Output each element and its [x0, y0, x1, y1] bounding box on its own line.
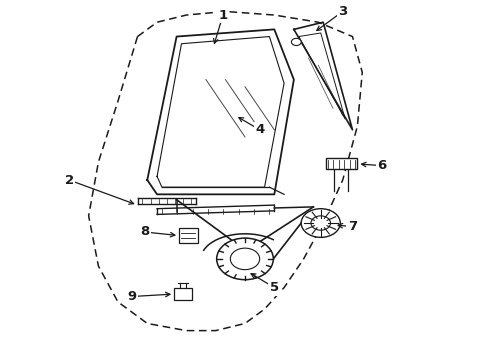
- Circle shape: [311, 216, 331, 230]
- Text: 4: 4: [255, 123, 264, 136]
- Text: 3: 3: [338, 5, 347, 18]
- Text: 7: 7: [348, 220, 357, 233]
- FancyBboxPatch shape: [179, 228, 197, 243]
- Circle shape: [292, 39, 301, 45]
- Text: 1: 1: [219, 9, 227, 22]
- Circle shape: [230, 248, 260, 270]
- Text: 5: 5: [270, 281, 279, 294]
- Circle shape: [217, 238, 273, 280]
- Text: 8: 8: [140, 225, 149, 238]
- Text: 2: 2: [65, 174, 74, 186]
- FancyBboxPatch shape: [174, 288, 192, 301]
- Text: 9: 9: [127, 290, 136, 303]
- FancyBboxPatch shape: [326, 158, 357, 169]
- Text: 6: 6: [377, 159, 387, 172]
- Circle shape: [301, 209, 340, 237]
